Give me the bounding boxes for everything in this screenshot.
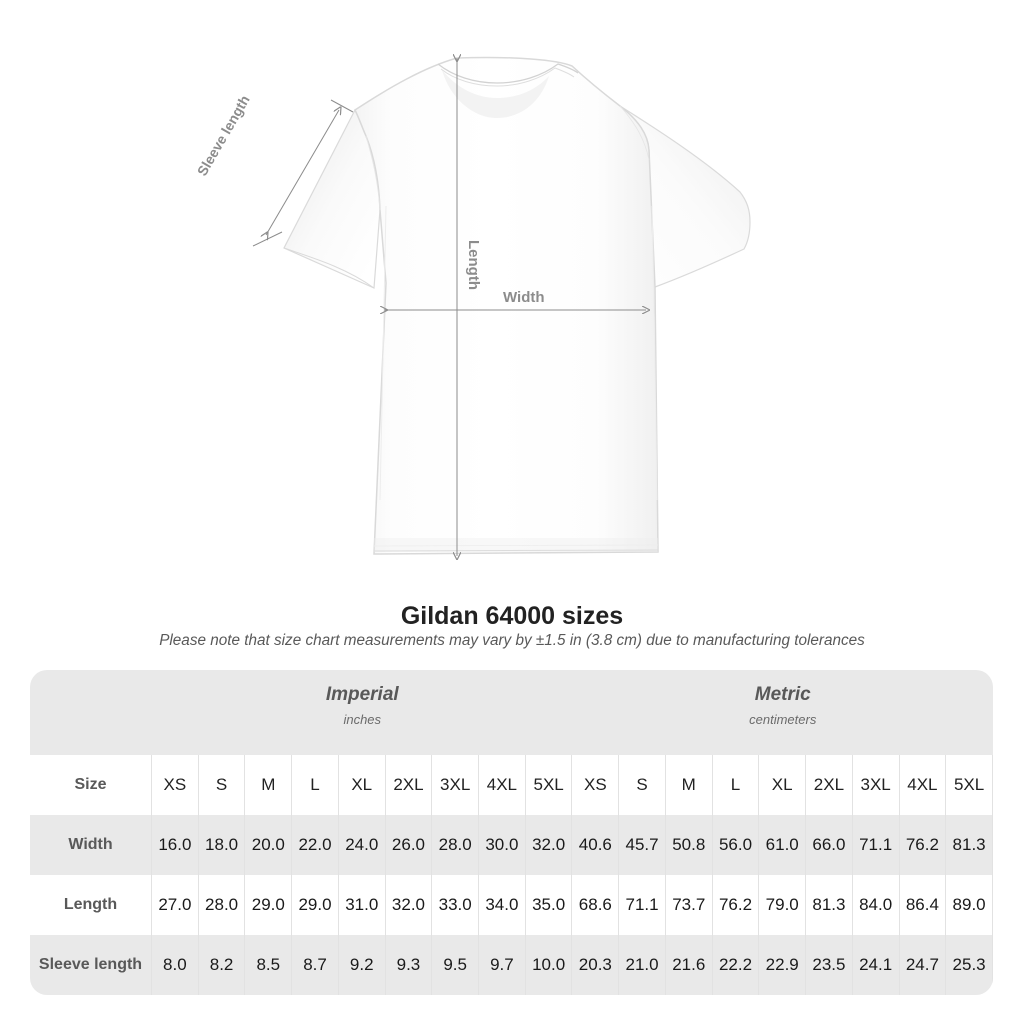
svg-text:Length: Length: [465, 240, 482, 290]
svg-text:Width: Width: [503, 289, 545, 306]
svg-text:Sleeve length: Sleeve length: [194, 92, 253, 178]
